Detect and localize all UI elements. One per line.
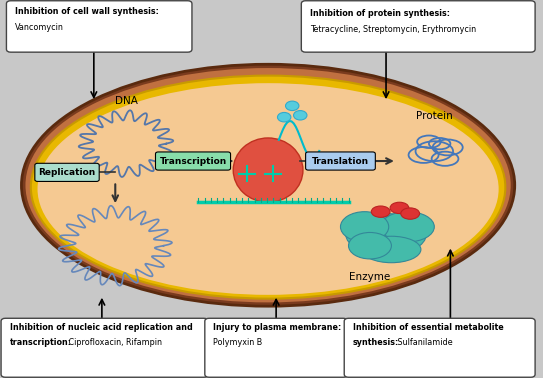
Text: Tetracycline, Streptomycin, Erythromycin: Tetracycline, Streptomycin, Erythromycin [310,25,476,34]
FancyBboxPatch shape [344,318,535,377]
FancyBboxPatch shape [1,318,208,377]
Ellipse shape [21,64,515,306]
Ellipse shape [233,138,303,202]
Text: Inhibition of protein synthesis:: Inhibition of protein synthesis: [310,9,450,19]
Ellipse shape [31,76,506,299]
Text: transcription:: transcription: [10,338,72,347]
FancyBboxPatch shape [7,1,192,52]
Text: Sulfanilamide: Sulfanilamide [395,338,452,347]
Ellipse shape [381,212,434,242]
Ellipse shape [37,83,498,295]
Ellipse shape [401,208,420,219]
Text: synthesis:: synthesis: [353,338,399,347]
Ellipse shape [371,206,390,217]
Text: Translation: Translation [312,156,369,166]
Ellipse shape [349,232,392,259]
Text: Enzyme: Enzyme [349,272,390,282]
FancyBboxPatch shape [301,1,535,52]
Ellipse shape [286,101,299,111]
Text: Vancomycin: Vancomycin [15,23,64,32]
FancyBboxPatch shape [155,152,231,170]
FancyBboxPatch shape [205,318,348,377]
Text: Protein: Protein [416,111,453,121]
Ellipse shape [277,112,291,122]
Ellipse shape [362,236,421,263]
Text: Inhibition of cell wall synthesis:: Inhibition of cell wall synthesis: [15,7,159,16]
FancyBboxPatch shape [35,163,99,181]
Text: Transcription: Transcription [160,156,226,166]
Ellipse shape [26,68,511,302]
FancyBboxPatch shape [306,152,375,170]
Text: Inhibition of essential metabolite: Inhibition of essential metabolite [353,323,503,332]
Text: DNA: DNA [115,96,137,106]
Text: Polymyxin B: Polymyxin B [213,338,263,347]
Ellipse shape [390,202,409,214]
Text: Injury to plasma membrane:: Injury to plasma membrane: [213,323,342,332]
Ellipse shape [340,212,389,242]
Text: Ciprofloxacin, Rifampin: Ciprofloxacin, Rifampin [66,338,162,347]
Text: Inhibition of nucleic acid replication and: Inhibition of nucleic acid replication a… [10,323,192,332]
Ellipse shape [346,214,426,255]
Ellipse shape [294,110,307,120]
Text: Replication: Replication [39,168,96,177]
